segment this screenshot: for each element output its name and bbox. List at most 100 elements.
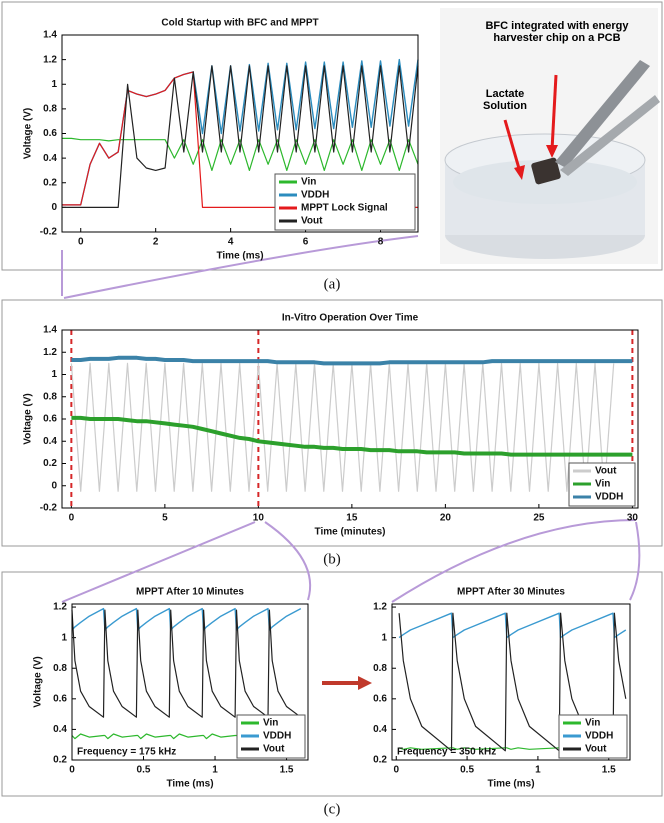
- x-tick-label: 25: [533, 513, 545, 524]
- legend-label: Vin: [263, 718, 278, 729]
- x-tick-label: 4: [228, 237, 234, 248]
- y-tick-label: 0.2: [43, 177, 57, 188]
- y-tick-label: 0.4: [43, 153, 57, 164]
- y-tick-label: 0: [51, 202, 57, 213]
- legend-label: Vout: [595, 466, 617, 477]
- y-tick-label: 1.2: [43, 54, 57, 65]
- plot-frame: [391, 603, 631, 761]
- x-tick-label: 1: [212, 765, 218, 776]
- y-tick-label: 0: [51, 480, 57, 491]
- y-tick-label: 0.6: [43, 414, 57, 425]
- x-tick-label: 15: [346, 513, 358, 524]
- x-tick-label: 30: [627, 513, 639, 524]
- y-axis-label: Voltage (V): [23, 393, 34, 444]
- photo: BFC integrated with energy harvester chi…: [440, 8, 660, 264]
- y-tick-label: 1: [61, 632, 67, 643]
- x-axis-label: Time (ms): [216, 251, 263, 262]
- y-tick-label: 1.2: [373, 602, 387, 613]
- y-tick-label: 0.6: [373, 693, 387, 704]
- photo-arrow-head: [514, 165, 525, 180]
- legend-label: Vout: [301, 216, 323, 227]
- photo-arrow: [503, 119, 522, 173]
- x-tick-label: 20: [440, 513, 452, 524]
- x-axis-label: Time (ms): [166, 779, 213, 790]
- panel-frame: [1, 571, 663, 797]
- annotation: Frequency = 350 kHz: [397, 747, 496, 758]
- y-tick-label: 1.4: [43, 30, 57, 41]
- x-tick-label: 1: [535, 765, 541, 776]
- x-tick-label: 2: [153, 237, 159, 248]
- x-tick-label: 10: [253, 513, 265, 524]
- panel-label: (b): [323, 551, 341, 567]
- x-axis-label: Time (minutes): [315, 527, 386, 538]
- y-tick-label: -0.2: [40, 227, 58, 238]
- legend-label: Vin: [585, 718, 600, 729]
- photo-caption: BFC integrated with energy harvester chi…: [485, 20, 629, 44]
- plot-area: [62, 330, 638, 508]
- y-axis-label: Voltage (V): [33, 656, 44, 707]
- y-tick-label: 1: [381, 632, 387, 643]
- panel-label: (a): [324, 276, 341, 292]
- x-tick-label: 6: [303, 237, 309, 248]
- chart-title: MPPT After 30 Minutes: [457, 587, 565, 598]
- tweezer: [560, 95, 660, 176]
- label-box: Lactate Solution: [483, 88, 527, 112]
- y-axis-label: Voltage (V): [23, 108, 34, 159]
- y-tick-label: 0.2: [373, 755, 387, 766]
- x-tick-label: 1.5: [602, 765, 616, 776]
- chart-title: In-Vitro Operation Over Time: [282, 313, 419, 324]
- plot-frame: [71, 603, 309, 761]
- series-line: [62, 65, 419, 208]
- legend-label: Vin: [301, 177, 316, 188]
- y-tick-label: 1: [51, 79, 57, 90]
- legend-label: VDDH: [595, 492, 623, 503]
- photo-arrow: [550, 74, 558, 151]
- plot-frame: [61, 329, 639, 509]
- series-line: [62, 137, 419, 171]
- y-tick-label: 1.2: [43, 347, 57, 358]
- x-tick-label: 0: [78, 237, 84, 248]
- series-line: [71, 355, 633, 366]
- y-tick-label: 0.4: [373, 724, 387, 735]
- y-tick-label: 0.8: [373, 663, 387, 674]
- y-tick-label: 0.2: [53, 755, 67, 766]
- x-tick-label: 0: [69, 513, 75, 524]
- y-tick-label: 0.8: [43, 391, 57, 402]
- y-tick-label: 0.4: [43, 436, 57, 447]
- x-axis-label: Time (ms): [487, 779, 534, 790]
- x-tick-label: 1.5: [280, 765, 294, 776]
- y-tick-label: 0.8: [53, 663, 67, 674]
- caption-box: BFC integrated with energy harvester chi…: [485, 20, 629, 44]
- chart-title: MPPT After 10 Minutes: [136, 587, 244, 598]
- connector: [391, 519, 637, 603]
- annotation: Frequency = 175 kHz: [77, 747, 176, 758]
- legend-label: Vin: [595, 479, 610, 490]
- x-tick-label: 8: [378, 237, 384, 248]
- tweezer: [555, 60, 650, 168]
- chart-title: Cold Startup with BFC and MPPT: [161, 18, 318, 29]
- legend-label: VDDH: [263, 731, 291, 742]
- y-tick-label: 0.6: [53, 693, 67, 704]
- connector: [63, 235, 419, 299]
- y-tick-label: 0.6: [43, 128, 57, 139]
- photo-arrow-head: [546, 145, 558, 158]
- chip: [531, 157, 561, 185]
- series-line: [398, 612, 627, 639]
- x-tick-label: 0.5: [137, 765, 151, 776]
- y-tick-label: -0.2: [40, 503, 58, 514]
- connector: [264, 521, 312, 601]
- y-tick-label: 0.2: [43, 458, 57, 469]
- x-tick-label: 0: [393, 765, 399, 776]
- connector: [629, 521, 641, 601]
- legend-label: VDDH: [585, 731, 613, 742]
- connector: [61, 521, 256, 603]
- legend-label: VDDH: [301, 190, 329, 201]
- legend-label: Vout: [263, 744, 285, 755]
- comparison-arrow-head: [358, 676, 372, 690]
- legend-label: MPPT Lock Signal: [301, 203, 388, 214]
- x-tick-label: 0.5: [460, 765, 474, 776]
- panel-frame: [1, 299, 663, 547]
- y-tick-label: 0.4: [53, 724, 67, 735]
- legend: [274, 173, 416, 231]
